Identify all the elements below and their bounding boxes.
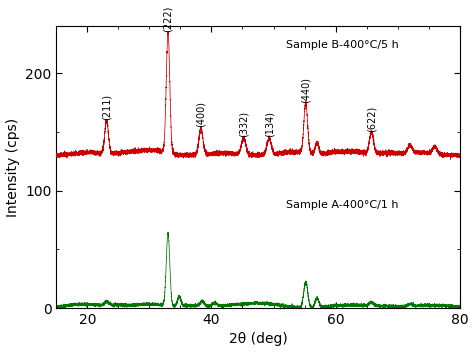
Text: Sample A-400°C/1 h: Sample A-400°C/1 h (286, 200, 399, 210)
Text: (400): (400) (196, 101, 206, 127)
Text: Sample B-400°C/5 h: Sample B-400°C/5 h (286, 40, 399, 50)
Text: (222): (222) (163, 6, 173, 32)
Text: (211): (211) (101, 94, 111, 120)
Text: (332): (332) (239, 111, 249, 137)
Y-axis label: Intensity (cps): Intensity (cps) (6, 118, 19, 217)
Text: (440): (440) (301, 77, 311, 102)
Text: (622): (622) (366, 106, 376, 132)
Text: (134): (134) (264, 111, 274, 137)
X-axis label: 2θ (deg): 2θ (deg) (228, 332, 287, 346)
